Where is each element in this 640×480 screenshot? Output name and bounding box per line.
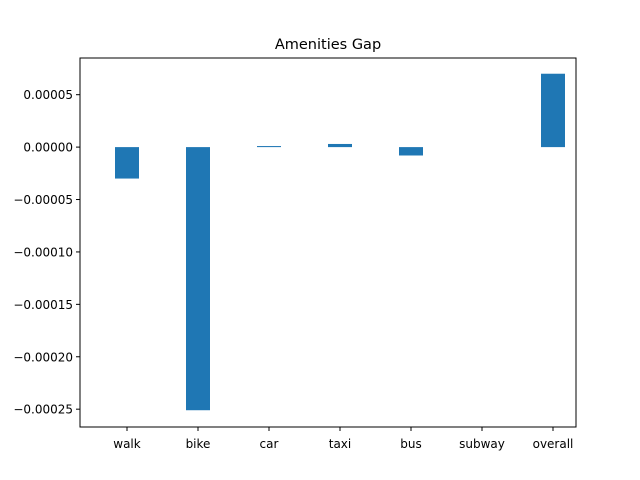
x-axis: walk bike car taxi bus subway overall bbox=[113, 427, 573, 451]
x-tick-label: car bbox=[260, 437, 279, 451]
y-tick-label: −0.00010 bbox=[13, 245, 73, 259]
bar-bike bbox=[186, 147, 210, 411]
chart-title: Amenities Gap bbox=[275, 37, 381, 53]
y-tick-label: 0.00000 bbox=[23, 141, 73, 155]
bar-bus bbox=[399, 147, 423, 156]
y-tick-label: 0.00005 bbox=[23, 88, 73, 102]
y-tick-label: −0.00020 bbox=[13, 350, 73, 364]
x-tick-label: overall bbox=[533, 437, 574, 451]
bar-car bbox=[257, 146, 281, 148]
y-tick-label: −0.00025 bbox=[13, 403, 73, 417]
y-tick-label: −0.00015 bbox=[13, 298, 73, 312]
plot-frame bbox=[79, 57, 577, 428]
x-tick-label: taxi bbox=[329, 437, 352, 451]
x-tick-label: bus bbox=[400, 437, 421, 451]
y-tick-label: −0.00005 bbox=[13, 193, 73, 207]
y-axis: 0.00005 0.00000 −0.00005 −0.00010 −0.00015 −0… bbox=[13, 88, 80, 417]
x-tick-label: subway bbox=[459, 437, 505, 451]
bar-taxi bbox=[328, 143, 352, 148]
bar-overall bbox=[541, 73, 565, 148]
bars bbox=[115, 73, 565, 411]
x-tick-label: walk bbox=[113, 437, 141, 451]
x-tick-label: bike bbox=[186, 437, 211, 451]
bar-walk bbox=[115, 147, 139, 179]
